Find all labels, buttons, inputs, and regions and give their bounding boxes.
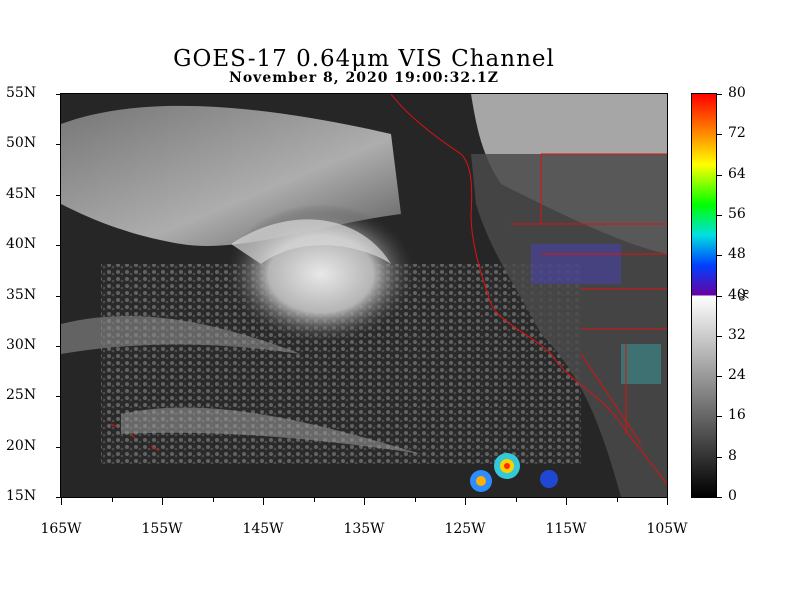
lat-label: 50N <box>6 135 37 152</box>
colorbar-tick-label: 24 <box>728 367 746 384</box>
colorbar-tick <box>716 174 722 176</box>
lat-label: 40N <box>6 236 37 253</box>
colorbar-tick-label: 32 <box>728 326 746 343</box>
colorbar-tick <box>716 416 722 418</box>
colorbar-tick-label: 80 <box>728 85 746 101</box>
lon-tick <box>465 497 466 505</box>
lon-label: 135W <box>343 521 385 537</box>
lat-label: 25N <box>6 387 37 404</box>
lat-label: 20N <box>6 437 37 454</box>
lon-tick <box>162 497 163 505</box>
colorbar-tick <box>716 376 722 378</box>
lon-label: 165W <box>40 521 82 537</box>
colorbar-tick-label: 48 <box>728 246 746 263</box>
colorbar-tick <box>716 255 722 257</box>
colorbar-tick-label: 16 <box>728 407 746 424</box>
colorbar-tick-label: 0 <box>728 488 737 504</box>
lat-tick <box>56 446 61 448</box>
chart-subtitle: November 8, 2020 19:00:32.1Z <box>229 70 499 86</box>
lon-tick <box>313 497 315 502</box>
colorbar-tick <box>716 134 722 136</box>
colorbar-tick <box>716 295 722 297</box>
chart-title: GOES-17 0.64μm VIS Channel <box>173 46 555 72</box>
lat-label: 35N <box>6 286 37 303</box>
colorbar-tick-label: 8 <box>728 447 737 464</box>
colorbar-tick <box>716 456 722 458</box>
lon-tick <box>263 497 264 505</box>
lat-tick <box>56 194 61 196</box>
colorbar-tick-label: 64 <box>728 165 746 182</box>
lat-label: 30N <box>6 336 37 353</box>
satellite-imagery <box>61 94 667 497</box>
lon-tick <box>667 497 668 505</box>
lon-tick <box>364 497 365 505</box>
colorbar-tick <box>716 94 722 95</box>
colorbar-tick-label: 56 <box>728 205 746 222</box>
colorbar-tick-label: 72 <box>728 125 746 142</box>
lat-label: 45N <box>6 185 37 202</box>
lat-label: 55N <box>6 85 37 101</box>
colorbar-tick <box>716 335 722 337</box>
lat-label: 15N <box>6 488 37 504</box>
colorbar-unit: % <box>735 289 750 302</box>
satellite-image <box>60 93 668 498</box>
lat-tick <box>56 245 61 247</box>
lat-tick <box>56 295 61 297</box>
colorbar-tick <box>716 497 722 498</box>
lon-label: 145W <box>242 521 284 537</box>
lat-tick <box>56 144 61 146</box>
lon-tick <box>212 497 214 502</box>
lon-label: 105W <box>646 521 688 537</box>
lon-label: 155W <box>141 521 183 537</box>
lon-label: 115W <box>545 521 587 537</box>
colorbar-tick-label: 40 <box>728 286 746 303</box>
lon-tick <box>111 497 113 502</box>
lon-label: 125W <box>444 521 486 537</box>
lat-tick <box>56 396 61 398</box>
lon-tick <box>61 497 62 505</box>
lon-tick <box>414 497 416 502</box>
colorbar <box>691 93 717 498</box>
colorbar-tick <box>716 214 722 216</box>
lat-tick <box>56 94 61 95</box>
lon-tick <box>616 497 618 502</box>
lon-tick <box>566 497 567 505</box>
lat-tick <box>56 345 61 347</box>
lat-tick <box>56 497 61 498</box>
lon-tick <box>515 497 517 502</box>
